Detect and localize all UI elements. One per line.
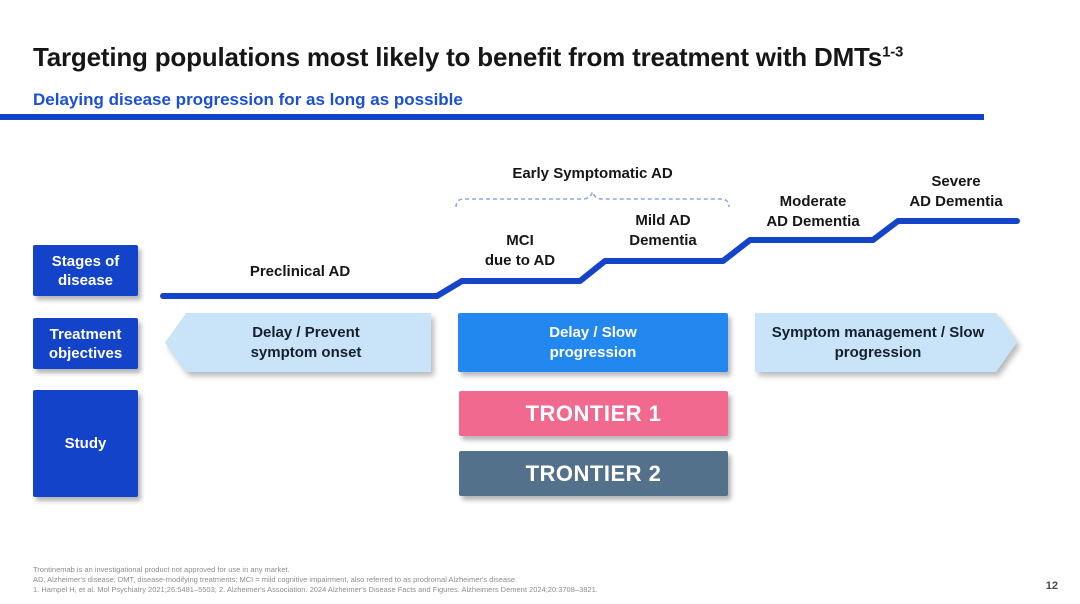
stage-label-mci: MCI due to AD <box>484 232 556 269</box>
header-divider <box>0 114 984 120</box>
page-number: 12 <box>1045 580 1058 592</box>
objective-symptom-management-wrap: Symptom management / Slow progression <box>755 313 1017 372</box>
page-subtitle: Delaying disease progression for as long… <box>33 90 463 109</box>
objective-delay-prevent-arrow: Delay / Prevent symptom onset <box>165 313 431 372</box>
stage-label-moderate-ad: Moderate AD Dementia <box>766 193 860 230</box>
objective-delay-slow-box: Delay / Slow progression <box>458 313 728 372</box>
page-title-text: Targeting populations most likely to ben… <box>33 42 883 72</box>
stage-label-mild-ad: Mild AD Dementia <box>629 212 697 249</box>
footnote-line-1: Trontinemab is an investigational produc… <box>33 565 290 574</box>
objective-delay-prevent-wrap: Delay / Prevent symptom onset <box>165 313 431 372</box>
stage-group-label-early-symptomatic: Early Symptomatic AD <box>512 165 673 182</box>
title-superscript: 1-3 <box>882 43 904 61</box>
footnote-line-2: AD, Alzheimer's disease; DMT, disease-mo… <box>33 575 518 584</box>
objective-symptom-management-arrow: Symptom management / Slow progression <box>755 313 1017 372</box>
early-symptomatic-bracket <box>455 189 730 208</box>
footnotes: Trontinemab is an investigational produc… <box>33 565 933 595</box>
row-label-study: Study <box>33 390 138 497</box>
stage-label-severe-ad: Severe AD Dementia <box>909 173 1003 210</box>
footnote-line-3: 1. Hampel H, et al. Mol Psychiatry 2021;… <box>33 585 598 594</box>
stage-label-preclinical: Preclinical AD <box>249 263 351 280</box>
page-title: Targeting populations most likely to ben… <box>33 42 1043 73</box>
row-label-stages-of-disease: Stages of disease <box>33 245 138 296</box>
row-label-treatment-objectives: Treatment objectives <box>33 318 138 369</box>
study-box-trontier-2: TRONTIER 2 <box>459 451 728 496</box>
study-box-trontier-1: TRONTIER 1 <box>459 391 728 436</box>
